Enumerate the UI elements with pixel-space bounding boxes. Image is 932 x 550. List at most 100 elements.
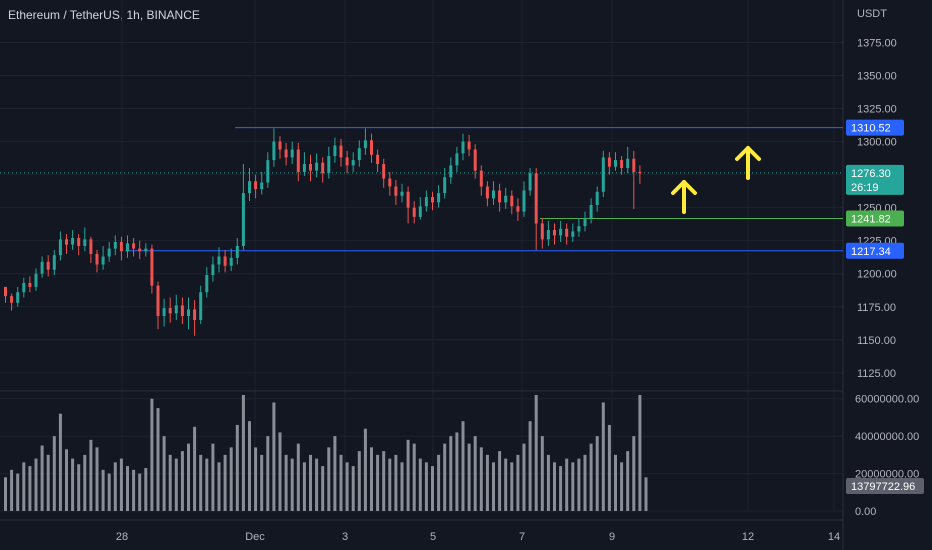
volume-bar — [540, 436, 544, 511]
candle — [187, 297, 190, 330]
candle — [510, 190, 514, 215]
price-tick-label: 1175.00 — [857, 302, 896, 314]
price-tag-last[interactable]: 1276.30 26:19 — [846, 164, 904, 195]
candle-body — [339, 145, 343, 158]
candle-body — [132, 243, 136, 249]
candle-body — [626, 158, 630, 168]
candle-body — [388, 178, 392, 187]
volume-tag-last[interactable]: 13797722.96 — [846, 478, 924, 494]
volume-bar — [370, 447, 373, 511]
candle — [309, 154, 312, 182]
candle-body — [571, 231, 575, 237]
time-tick-label: Dec — [245, 531, 265, 543]
candle-body — [22, 282, 26, 293]
volume-bar — [333, 436, 337, 511]
candle-body — [443, 177, 447, 194]
candle — [107, 242, 111, 262]
candle-body — [77, 238, 81, 246]
up-arrow-icon — [735, 146, 761, 180]
volume-bar — [211, 443, 215, 511]
volume-bar — [95, 447, 99, 511]
volume-bar — [223, 454, 227, 511]
candle-body — [327, 156, 331, 174]
candle-body — [620, 160, 624, 168]
candle-body — [437, 193, 441, 203]
volume-bar — [595, 436, 599, 511]
volume-bar — [327, 447, 331, 511]
candle — [315, 153, 319, 178]
candle — [455, 146, 459, 172]
candle-body — [455, 153, 459, 166]
candle — [156, 281, 160, 330]
candle-body — [412, 207, 416, 217]
candle-body — [144, 248, 148, 252]
candle — [400, 183, 404, 203]
volume-bar — [498, 451, 502, 511]
candle — [119, 236, 123, 261]
candle-body — [534, 173, 538, 224]
candle — [266, 152, 270, 188]
candle — [449, 157, 453, 184]
candle-body — [95, 253, 99, 265]
candle — [162, 298, 166, 327]
candle-body — [516, 206, 520, 212]
candle-body — [553, 230, 556, 236]
candles — [4, 128, 642, 336]
arrow-head — [671, 180, 697, 195]
candle-body — [418, 206, 422, 217]
volume-bar — [345, 462, 349, 511]
volume-bar — [528, 421, 532, 511]
candle — [479, 165, 483, 196]
candle-body — [638, 171, 642, 174]
candle-body — [528, 173, 532, 191]
candle-body — [28, 282, 32, 287]
volume-bar — [126, 466, 129, 511]
candle — [522, 181, 526, 217]
volume-bar — [455, 432, 459, 511]
volume-bar — [510, 462, 514, 511]
volume-bar — [376, 454, 380, 511]
candle — [77, 234, 81, 256]
volume-bar — [71, 458, 75, 511]
up-arrow-icon — [671, 180, 697, 214]
volume-bar — [559, 466, 563, 511]
candle — [290, 141, 294, 165]
volume-bar — [65, 449, 68, 511]
candle-body — [492, 190, 495, 199]
volume-bar — [485, 454, 489, 511]
candle-body — [498, 190, 502, 203]
volume-bar — [479, 447, 483, 511]
chart-title: Ethereum / TetherUS, 1h, BINANCE — [8, 8, 200, 22]
candle — [437, 185, 441, 208]
candle — [339, 138, 343, 167]
candle-body — [522, 190, 526, 212]
volume-bar — [205, 458, 209, 511]
candle-body — [65, 239, 68, 245]
price-tag-support[interactable]: 1217.34 — [846, 242, 904, 259]
candle — [571, 223, 575, 242]
volume-bar — [638, 395, 642, 511]
volume-bar — [546, 454, 550, 511]
volume-bar — [418, 458, 422, 511]
volume-bar — [272, 402, 276, 511]
candle-body — [113, 242, 117, 249]
candle-body — [284, 149, 288, 158]
candle-body — [46, 261, 50, 270]
volume-bar — [260, 454, 264, 511]
volume-tick-label: 60000000.00 — [855, 394, 919, 406]
chart-grid — [0, 0, 844, 550]
price-tag-resistance[interactable]: 1310.52 — [846, 119, 904, 136]
price-axis: USDT1375.001350.001325.001300.001275.001… — [116, 8, 924, 543]
volume-bar — [10, 469, 14, 511]
candle — [363, 128, 367, 155]
candle — [83, 227, 87, 252]
volume-bar — [278, 432, 282, 511]
candle — [577, 218, 581, 237]
candle — [10, 293, 14, 311]
volume-bar — [229, 447, 233, 511]
time-tick-label: 9 — [609, 531, 615, 543]
candle-body — [504, 195, 508, 203]
volume-bar — [89, 439, 93, 511]
price-tag-support-green[interactable]: 1241.82 — [846, 210, 904, 227]
